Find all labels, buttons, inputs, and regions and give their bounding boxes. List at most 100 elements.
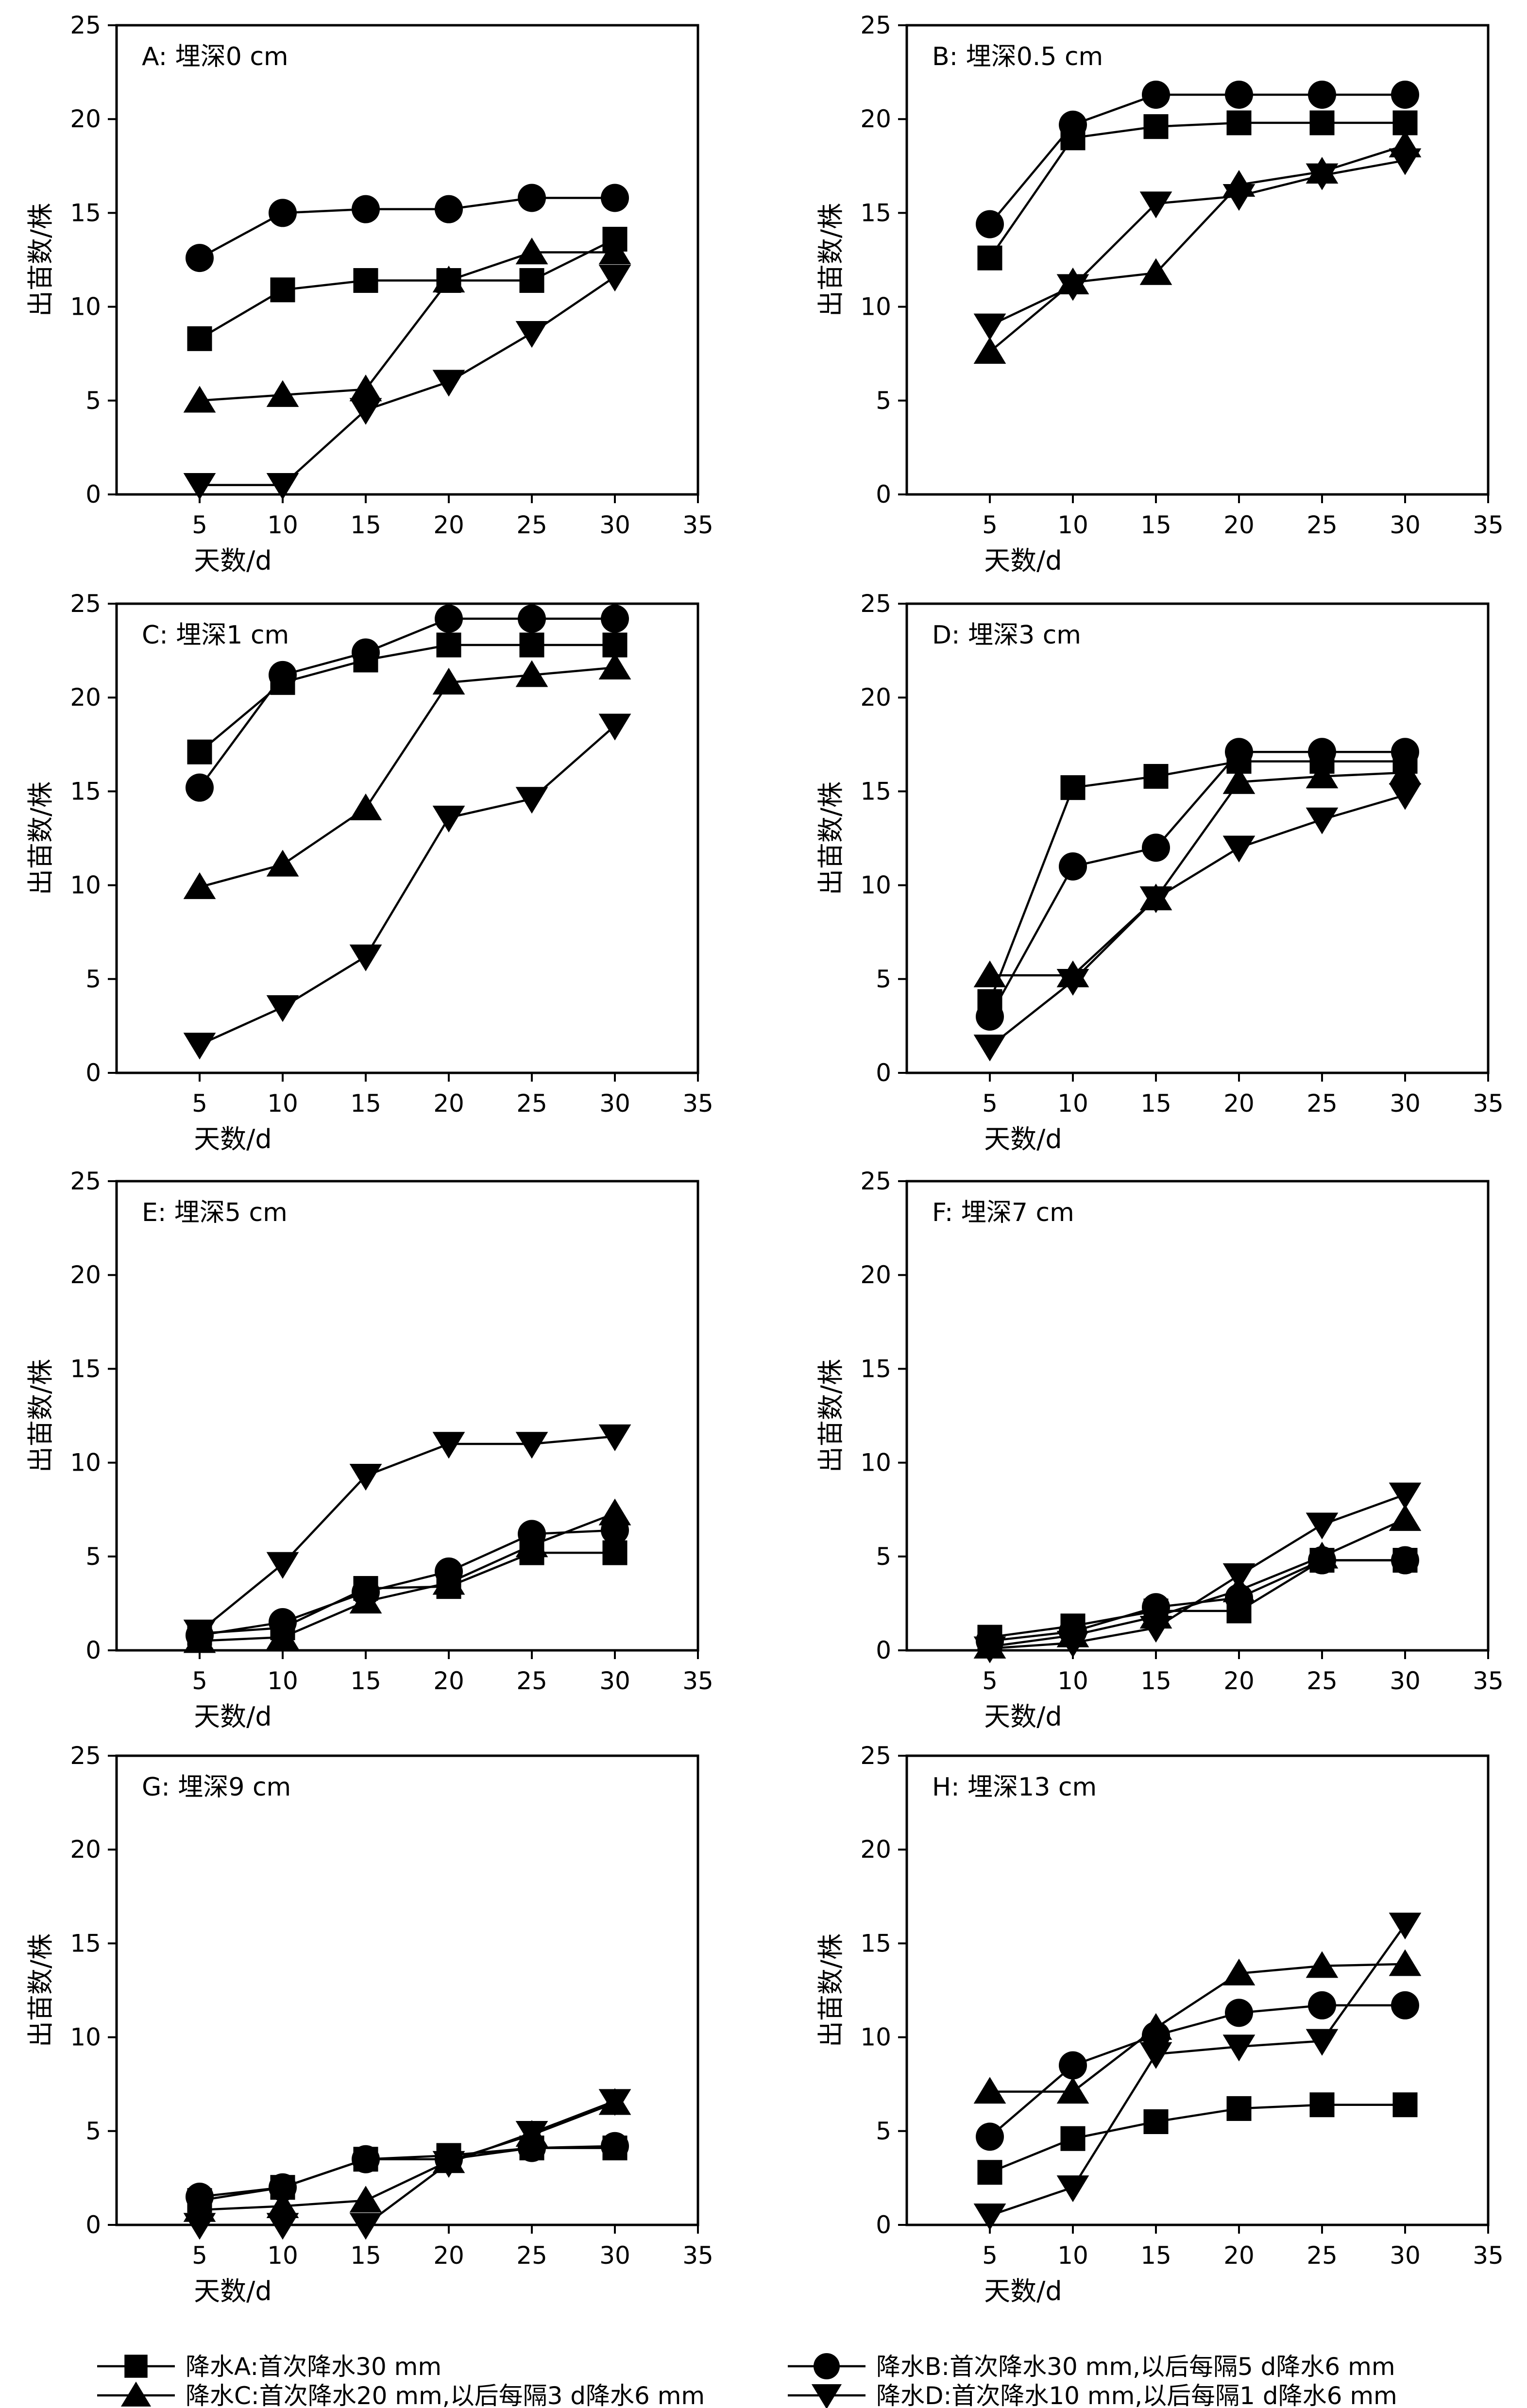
data-point	[973, 1636, 1006, 1663]
data-point	[1139, 191, 1172, 219]
series-line	[199, 251, 615, 402]
y-tick-label: 5	[85, 965, 101, 993]
y-tick-label: 25	[860, 1167, 891, 1195]
x-tick-label: 10	[1057, 511, 1088, 539]
legend-marker-square	[124, 2355, 148, 2378]
data-point	[1389, 1913, 1422, 1940]
data-point	[1309, 110, 1335, 136]
data-point	[183, 1619, 216, 1646]
data-point	[187, 326, 212, 351]
panel-title: C: 埋深1 cm	[142, 621, 289, 650]
data-point	[353, 268, 378, 293]
legend-label: 降水C:首次降水20 mm,以后每隔3 d降水6 mm	[186, 2382, 705, 2408]
data-point	[1060, 2126, 1086, 2151]
plot-area-frame	[905, 24, 1490, 496]
y-tick-label: 5	[85, 387, 101, 415]
series-line	[989, 1518, 1406, 1648]
y-tick-label: 25	[860, 590, 891, 618]
data-point	[1306, 1512, 1339, 1540]
data-point	[1143, 114, 1169, 139]
series-line	[199, 725, 616, 1046]
y-tick-label: 15	[860, 1355, 891, 1383]
series-d	[973, 1913, 1422, 2231]
data-point	[432, 1432, 465, 1459]
data-point	[1222, 1958, 1256, 1985]
plot-area-frame	[905, 602, 1490, 1074]
plot-area-frame	[905, 1754, 1490, 2226]
panel-title: D: 埋深3 cm	[932, 621, 1081, 650]
x-tick-label: 30	[599, 511, 630, 539]
y-tick-label: 10	[860, 871, 891, 899]
series-a	[187, 226, 628, 351]
series-line	[199, 1512, 615, 1642]
y-tick-label: 15	[70, 1355, 101, 1383]
x-tick-label: 10	[1057, 2241, 1088, 2270]
x-axis-label: 天数/d	[984, 545, 1062, 576]
data-point	[1306, 163, 1339, 190]
chart-panel-d: 5 10 15 20 25 30 35 0 5 10 15 20 25 D: 埋深3 cm 天数/d 出苗数/…	[815, 590, 1504, 1154]
data-point	[1391, 80, 1419, 109]
y-tick-label: 0	[85, 1636, 101, 1664]
legend-item-b: 降水B:首次降水30 mm,以后每隔5 d降水6 mm	[788, 2353, 1395, 2381]
y-axis-label: 出苗数/株	[25, 781, 56, 895]
data-point	[1143, 2109, 1169, 2134]
series-d	[973, 1482, 1422, 1663]
data-point	[266, 2213, 299, 2240]
chart-panel-h: 5 10 15 20 25 30 35 0 5 10 15 20 25 H: 埋深13 cm 天数/d 出苗数…	[815, 1742, 1504, 2306]
panel-title: A: 埋深0 cm	[142, 42, 288, 71]
data-point	[518, 184, 546, 212]
x-tick-label: 25	[1306, 1089, 1338, 1118]
y-tick-label: 0	[876, 1059, 891, 1087]
data-point	[183, 2213, 216, 2240]
y-tick-label: 10	[860, 1449, 891, 1477]
x-tick-label: 10	[267, 2241, 298, 2270]
y-tick-label: 15	[70, 1929, 101, 1957]
y-tick-label: 20	[860, 683, 891, 712]
x-axis-label: 天数/d	[984, 2276, 1062, 2306]
series-b	[186, 2132, 629, 2211]
data-point	[432, 370, 465, 397]
data-point	[973, 2077, 1006, 2104]
x-tick-label: 30	[599, 1667, 630, 1695]
x-tick-label: 25	[516, 2241, 547, 2270]
data-point	[186, 773, 214, 802]
data-point	[1056, 2175, 1089, 2203]
x-tick-label: 30	[599, 2241, 630, 2270]
y-tick-label: 5	[876, 2117, 891, 2145]
data-point	[1391, 738, 1419, 766]
data-point	[352, 638, 380, 667]
x-tick-label: 15	[1140, 511, 1171, 539]
y-tick-label: 20	[70, 1835, 101, 1864]
data-point	[1225, 80, 1253, 109]
y-tick-label: 10	[70, 1449, 101, 1477]
x-axis-label: 天数/d	[194, 1124, 271, 1154]
x-tick-label: 5	[192, 1089, 207, 1118]
data-point	[1306, 807, 1339, 834]
data-point	[1222, 1563, 1256, 1590]
legend-item-c: 降水C:首次降水20 mm,以后每隔3 d降水6 mm	[97, 2381, 705, 2408]
data-point	[515, 660, 548, 687]
data-point	[1056, 1630, 1089, 1658]
series-line	[199, 2145, 615, 2198]
legend-label: 降水B:首次降水30 mm,以后每隔5 d降水6 mm	[876, 2353, 1395, 2381]
plot-area-frame	[115, 24, 699, 496]
y-tick-label: 0	[876, 1636, 891, 1664]
data-point	[601, 604, 629, 633]
data-point	[1143, 763, 1169, 789]
x-tick-label: 20	[1223, 2241, 1255, 2270]
x-axis-label: 天数/d	[194, 1701, 271, 1732]
plot-area-frame	[115, 1180, 699, 1652]
data-point	[432, 2151, 465, 2178]
panel-title: E: 埋深5 cm	[142, 1198, 288, 1227]
data-point	[1142, 80, 1170, 109]
data-point	[270, 277, 295, 303]
data-point	[515, 237, 548, 265]
y-tick-label: 15	[860, 1929, 891, 1957]
x-tick-label: 35	[682, 511, 713, 539]
data-point	[598, 713, 631, 741]
x-tick-label: 35	[1473, 1089, 1504, 1118]
series-d	[183, 713, 631, 1060]
x-tick-label: 5	[982, 1667, 998, 1695]
data-point	[1059, 110, 1087, 139]
series-line	[989, 2103, 1405, 2173]
